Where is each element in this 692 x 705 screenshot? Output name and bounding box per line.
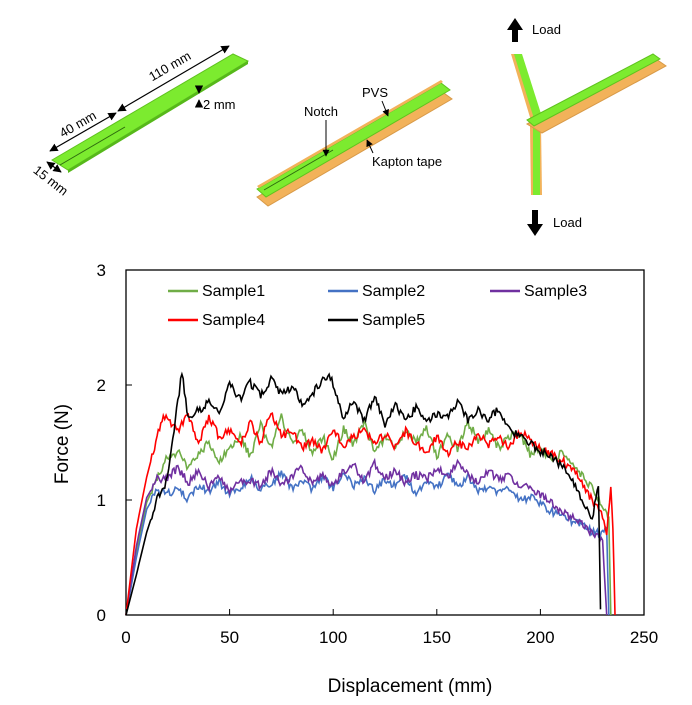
pvs-layer: [256, 82, 451, 198]
legend-label-sample2: Sample2: [362, 283, 425, 300]
lower-arm-pvs: [533, 126, 540, 195]
ticks-layer: 0 50 100 150 200 250 0 1 2 3: [97, 261, 659, 647]
pvs-pointer: [381, 100, 389, 117]
series-layer: [125, 371, 616, 616]
series-line-sample5: [125, 371, 602, 616]
plot-area: [125, 269, 645, 616]
dim-110-label: 110 mm: [146, 48, 193, 84]
x-tick-label: 200: [526, 628, 554, 647]
kapton-label: Kapton tape: [372, 154, 442, 169]
x-tick-label: 100: [319, 628, 347, 647]
series-line-sample4: [125, 412, 616, 616]
y-tick-label: 1: [97, 491, 106, 510]
specimen-tape-diagram: Notch PVS Kapton tape: [256, 80, 453, 207]
bonded-section-pvs: [526, 53, 661, 127]
dim-15-arrow: [46, 161, 62, 173]
legend-label-sample3: Sample3: [524, 283, 587, 300]
notch-line-2: [263, 149, 334, 191]
dim-2-label: 2 mm: [203, 97, 236, 112]
x-tick-label: 150: [423, 628, 451, 647]
bonded-section-tape: [525, 56, 667, 134]
tape-bottom-layer: [256, 90, 453, 207]
x-tick-label: 0: [121, 628, 130, 647]
legend-label-sample4: Sample4: [202, 312, 265, 329]
legend: Sample1 Sample2 Sample3 Sample4 Sample5: [168, 283, 587, 329]
x-tick-label: 250: [630, 628, 658, 647]
load-bottom-label: Load: [553, 215, 582, 230]
tape-top-strip: [257, 80, 443, 188]
specimen-dimension-diagram: 110 mm 40 mm 15 mm 2 mm: [30, 45, 250, 199]
legend-label-sample1: Sample1: [202, 283, 265, 300]
notch-label: Notch: [304, 104, 338, 119]
y-tick-label: 2: [97, 376, 106, 395]
legend-label-sample5: Sample5: [362, 312, 425, 329]
y-axis-label: Force (N): [52, 404, 73, 484]
peel-test-diagram: Load Load: [507, 18, 667, 236]
load-arrow-up-icon: [507, 18, 523, 42]
x-axis-label: Displacement (mm): [328, 676, 493, 697]
dim-110-arrow: [117, 45, 230, 112]
series-line-sample2: [125, 469, 610, 616]
series-line-sample3: [125, 457, 608, 616]
x-tick-label: 50: [220, 628, 239, 647]
y-tick-label: 0: [97, 606, 106, 625]
pvs-label: PVS: [362, 85, 388, 100]
dim-40-arrow: [49, 112, 117, 152]
upper-arm-pvs: [514, 54, 543, 122]
y-tick-label: 3: [97, 261, 106, 280]
kapton-pointer: [366, 139, 374, 154]
load-arrow-down-icon: [527, 210, 543, 236]
load-top-label: Load: [532, 22, 561, 37]
